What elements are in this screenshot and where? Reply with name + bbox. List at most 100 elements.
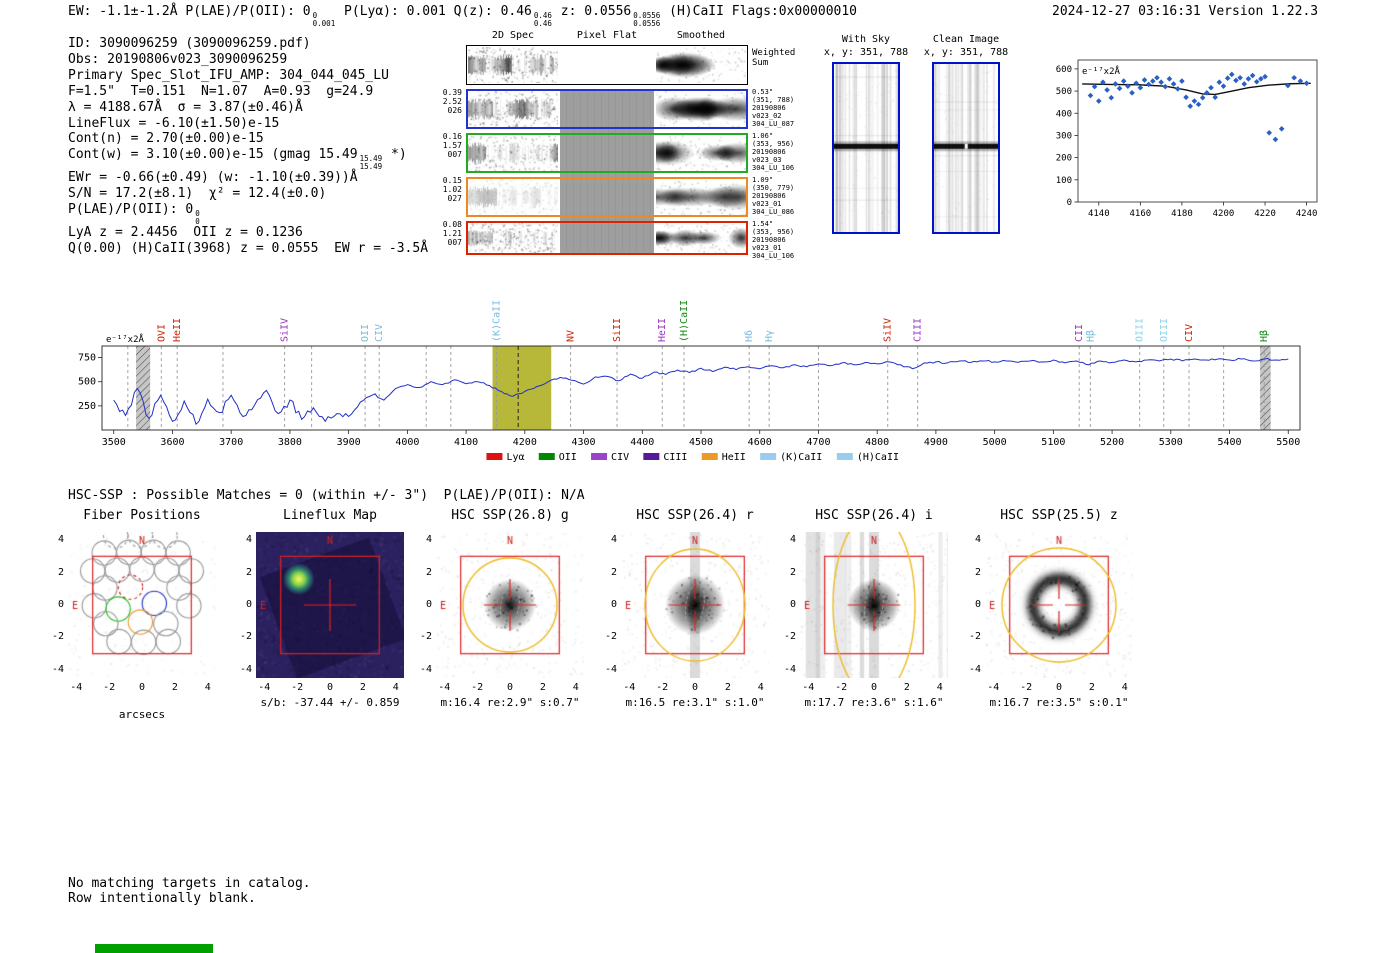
- legend-label: (H)CaII: [857, 452, 899, 463]
- detection-info-line: S/N = 17.2(±8.1) χ² = 12.4(±0.0): [68, 186, 428, 202]
- sky-panel-title: With Sky: [841, 34, 891, 45]
- axis-tick: -2: [419, 631, 432, 643]
- axis-tick: -2: [1020, 682, 1033, 693]
- spectral-line-label: SiIV: [280, 318, 291, 342]
- axis-tick: -2: [835, 682, 848, 693]
- text-segment: LineFlux = -6.10(±1.50)e-15: [68, 115, 280, 131]
- cutout-title: Fiber Positions: [83, 508, 201, 523]
- scatter-point: [1179, 78, 1185, 84]
- scatter-point: [1187, 103, 1194, 109]
- spectrum-row-border: [466, 221, 748, 255]
- sky-panel-title: Clean Image: [932, 34, 1000, 45]
- legend-swatch: [643, 453, 660, 460]
- twod-spec-image: [468, 223, 558, 253]
- cutout-title: HSC SSP(26.4) i: [815, 508, 933, 523]
- axis-tick: -4: [604, 663, 617, 675]
- smoothed-image: [656, 179, 746, 215]
- legend-label: OII: [559, 452, 577, 463]
- scatter-point: [1129, 90, 1135, 96]
- axis-tick: 2: [359, 682, 366, 693]
- plot-text: 500: [1056, 87, 1072, 97]
- axis-label: arcsecs: [118, 708, 166, 721]
- weighted-sum-label: Weighted Sum: [752, 48, 796, 68]
- lineflux-map: [256, 532, 404, 678]
- scatter-point: [1245, 76, 1252, 82]
- text-segment: Cont(w) = 3.10(±0.00)e-15 (gmag 15.49: [68, 147, 358, 163]
- text-segment: Q(0.00) (H)CaII(3968) z = 0.0555 EW r = …: [68, 241, 429, 257]
- axis-tick: 4: [789, 534, 796, 546]
- scatter-point: [1137, 84, 1144, 91]
- axis-tick: 4: [572, 682, 579, 693]
- axis-tick: -2: [103, 682, 116, 693]
- cutout-caption: m:16.7 re:3.5" s:0.1": [989, 696, 1129, 709]
- scatter-point: [1091, 83, 1098, 90]
- text-segment: Cont(n) = 2.70(±0.00)e-15: [68, 131, 264, 147]
- legend-swatch: [486, 453, 503, 460]
- axis-tick: 2: [425, 566, 432, 578]
- spectrum-row-border: [466, 177, 748, 217]
- spectral-line-label: HeII: [172, 318, 183, 342]
- axis-tick: 4: [245, 534, 252, 546]
- scatter-point: [1145, 81, 1152, 88]
- scatter-point: [1120, 78, 1127, 84]
- text-segment: λ = 4188.67Å σ = 3.87(±0.46)Å: [68, 99, 303, 115]
- plot-text: 4140: [1088, 209, 1110, 219]
- timestamp-version: 2024-12-27 03:16:31 Version 1.22.3: [1052, 4, 1319, 19]
- axis-tick: 2: [974, 566, 981, 578]
- detection-info-line: ID: 3090096259 (3090096259.pdf): [68, 36, 428, 52]
- plot-text: 5500: [1276, 437, 1300, 448]
- axis-tick: -4: [623, 682, 636, 693]
- detection-info-line: Cont(w) = 3.10(±0.00)e-15 (gmag 15.49 15.…: [68, 147, 428, 170]
- row-weight-labels: 0.08 1.21 007: [442, 220, 462, 247]
- axis-tick: 4: [204, 682, 211, 693]
- plot-text: 4180: [1171, 209, 1193, 219]
- axis-tick: 4: [610, 534, 617, 546]
- scatter-point: [1195, 101, 1202, 108]
- axis-tick: 0: [870, 682, 878, 693]
- scatter-point: [1258, 76, 1264, 82]
- smoothed-image: [656, 91, 746, 127]
- legend-swatch: [591, 453, 608, 460]
- plot-text: 3900: [337, 437, 361, 448]
- detection-info-line: F=1.5" T=0.151 N=1.07 A=0.93 g=24.9: [68, 84, 428, 100]
- axis-tick: 2: [903, 682, 910, 693]
- plot-text: 250: [78, 401, 96, 412]
- spectral-line-label: Hβ: [1085, 330, 1096, 342]
- legend-swatch: [836, 453, 853, 460]
- text-segment: P(Lyα): 0.001 Q(z): 0.46: [336, 4, 532, 19]
- axis-tick: -2: [471, 682, 484, 693]
- scatter-point: [1133, 80, 1139, 87]
- status-bar: [95, 944, 213, 953]
- hsc-matches-header: HSC-SSP : Possible Matches = 0 (within +…: [68, 488, 585, 503]
- detection-info-line: Primary Spec_Slot_IFU_AMP: 304_044_045_L…: [68, 68, 428, 84]
- scatter-point: [1095, 98, 1102, 104]
- axis-tick: 0: [1055, 682, 1063, 693]
- scatter-point: [1116, 85, 1123, 92]
- axis-tick: 2: [171, 682, 178, 693]
- row-annotation: 1.09" (350, 779) 20190806 v023_01 304_LU_086: [752, 176, 795, 216]
- text-segment: Primary Spec_Slot_IFU_AMP: 304_044_045_L…: [68, 67, 389, 83]
- axis-tick: 4: [392, 682, 399, 693]
- plot-text: 0: [1067, 198, 1072, 208]
- scatter-point: [1212, 94, 1218, 101]
- stacked-uncertainty: 0.46 0.46: [533, 11, 552, 28]
- with-sky-image: [834, 64, 898, 232]
- scatter-point: [1216, 79, 1223, 85]
- axis-tick: 2: [245, 566, 252, 578]
- axis-tick: 0: [691, 682, 699, 693]
- detection-info-line: EWr = -0.66(±0.49) (w: -1.10(±0.39))Å: [68, 170, 428, 186]
- axis-tick: -2: [291, 682, 304, 693]
- scatter-point: [1228, 71, 1235, 78]
- axis-tick: -2: [604, 631, 617, 643]
- row-weight-labels: 0.39 2.52 026: [442, 88, 462, 115]
- plot-text: 4300: [572, 437, 596, 448]
- plot-text: 5300: [1159, 437, 1183, 448]
- column-header: 2D Spec: [491, 30, 535, 41]
- plot-text: 3800: [278, 437, 302, 448]
- text-segment: P(LAE)/P(OII): 0: [68, 202, 194, 218]
- axis-tick: 4: [1121, 682, 1128, 693]
- plot-text: 4160: [1130, 209, 1152, 219]
- axis-tick: 2: [1088, 682, 1095, 693]
- scatter-point: [1285, 82, 1291, 89]
